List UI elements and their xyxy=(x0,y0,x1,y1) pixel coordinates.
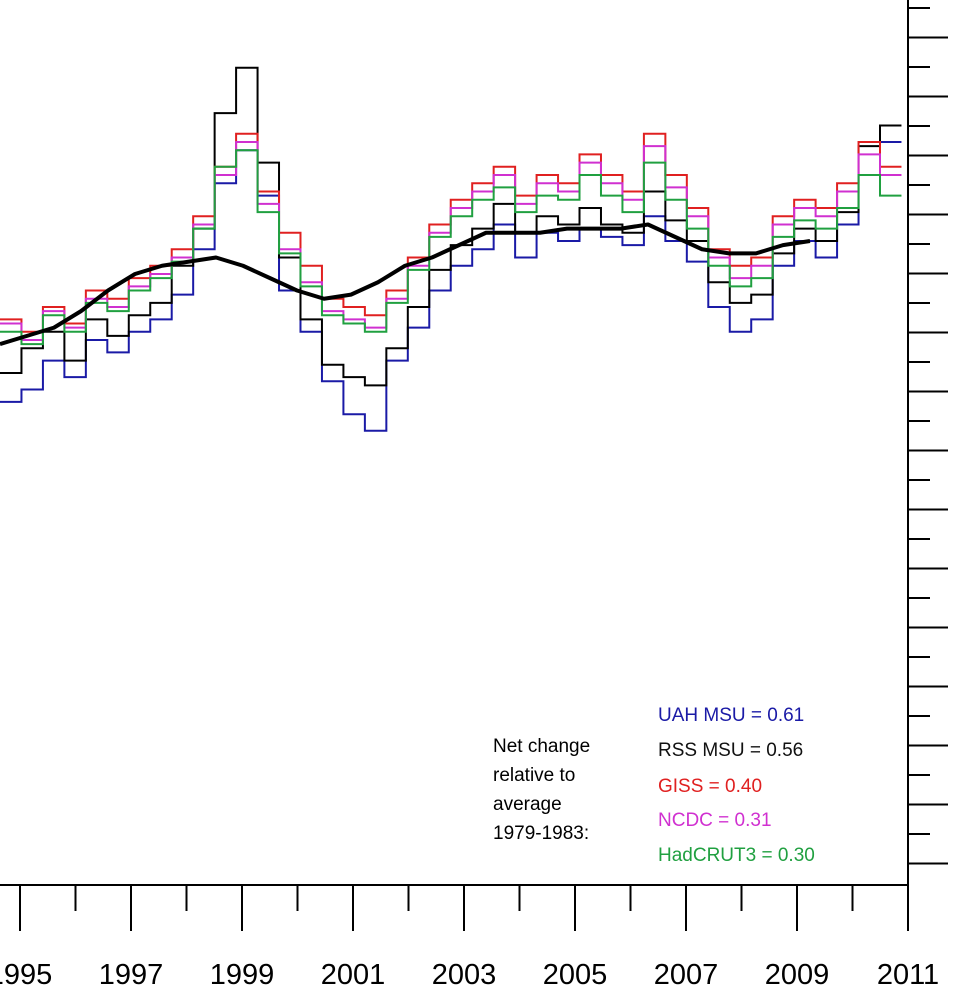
x-tick-label: 2007 xyxy=(654,959,719,991)
legend-item-rss: RSS MSU = 0.56 xyxy=(658,740,803,761)
x-tick-label: 2003 xyxy=(432,959,497,991)
x-tick-label: 1995 xyxy=(0,959,52,991)
legend-item-hadcrut3: HadCRUT3 = 0.30 xyxy=(658,845,815,866)
x-tick-label: 1999 xyxy=(210,959,275,991)
annotation-line-4: 1979-1983: xyxy=(493,823,589,844)
legend: UAH MSU = 0.61 RSS MSU = 0.56 GISS = 0.4… xyxy=(658,705,815,866)
net-change-annotation: Net change relative to average 1979-1983… xyxy=(493,736,590,844)
x-ticks xyxy=(19,885,909,931)
smoothed-trend-line xyxy=(0,222,811,347)
x-tick-label: 2011 xyxy=(877,959,939,991)
annotation-line-3: average xyxy=(493,794,562,815)
y-ticks xyxy=(908,7,948,865)
x-tick-label: 2009 xyxy=(765,959,830,991)
annotation-line-1: Net change xyxy=(493,736,590,757)
series-line-ncdc xyxy=(0,141,902,341)
series-line-uah-msu xyxy=(0,141,902,432)
annotation-line-2: relative to xyxy=(493,765,575,786)
legend-item-giss: GISS = 0.40 xyxy=(658,776,762,797)
series-line-hadcrut3 xyxy=(0,149,902,346)
legend-item-uah: UAH MSU = 0.61 xyxy=(658,705,804,726)
x-tick-label: 1997 xyxy=(99,959,164,991)
axes xyxy=(0,0,909,886)
series-line-rss-msu xyxy=(0,66,902,387)
x-tick-labels: 1995 1997 1999 2001 2003 2005 2007 2009 2011 xyxy=(0,959,939,991)
x-tick-label: 2001 xyxy=(321,959,386,991)
legend-item-ncdc: NCDC = 0.31 xyxy=(658,810,772,831)
x-tick-label: 2005 xyxy=(543,959,608,991)
